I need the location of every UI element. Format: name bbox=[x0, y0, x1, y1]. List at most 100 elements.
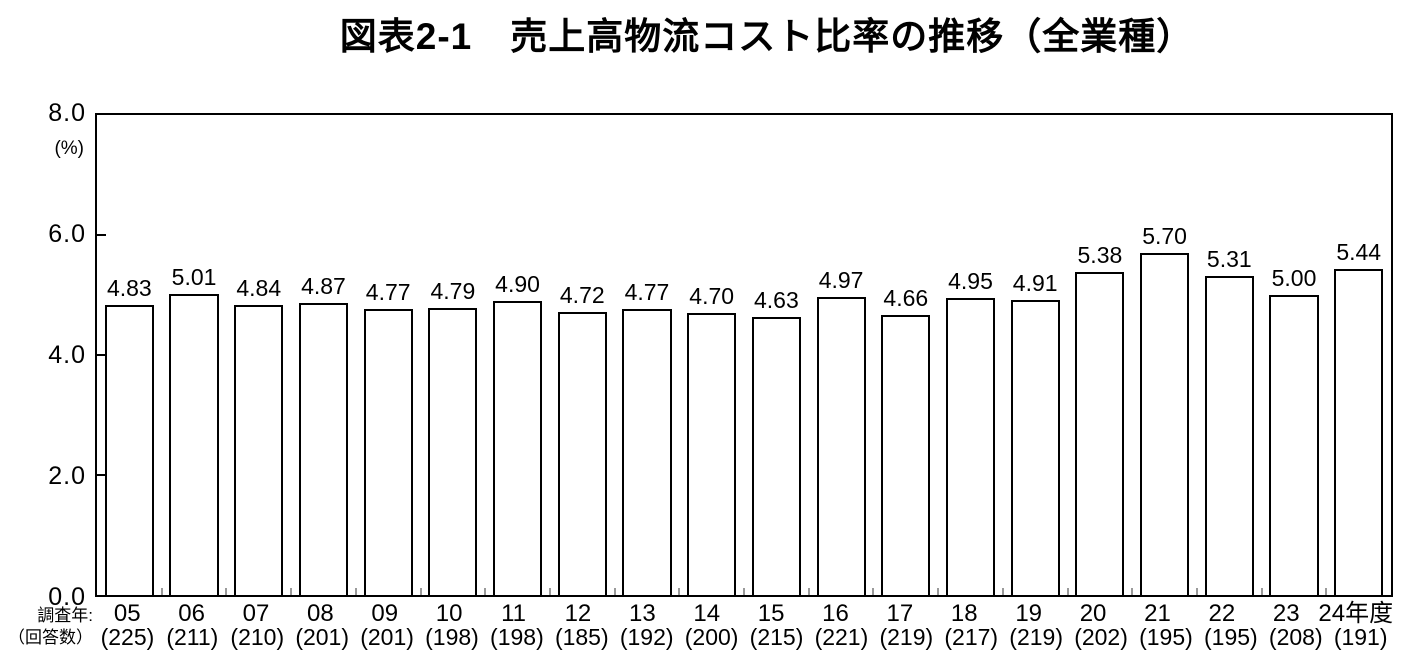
bar-value-label: 5.00 bbox=[1271, 265, 1317, 291]
bar bbox=[751, 317, 801, 595]
bar-value-label: 4.84 bbox=[236, 274, 282, 301]
bar-slot: 5.31 bbox=[1197, 115, 1263, 595]
bar-value-label: 4.63 bbox=[753, 287, 799, 314]
x-tick-year-label: 24年度 bbox=[1318, 600, 1394, 627]
x-tick-year-label: 23 bbox=[1272, 600, 1300, 627]
x-axis-count-prefix-label: （回答数） bbox=[8, 628, 93, 647]
category-boundary-tick bbox=[225, 588, 228, 595]
bar-value-label: 4.66 bbox=[883, 285, 929, 312]
bar bbox=[816, 296, 866, 595]
y-axis-unit-label: (%) bbox=[54, 138, 84, 159]
x-tick-year-label: 12 bbox=[564, 600, 592, 627]
bar-value-label: 4.79 bbox=[430, 277, 476, 304]
x-tick-response-count: (192) bbox=[619, 624, 674, 650]
bar bbox=[298, 302, 349, 595]
bar-value-label: 5.70 bbox=[1142, 223, 1187, 249]
x-tick-response-count: (221) bbox=[814, 624, 869, 650]
x-tick-year-label: 10 bbox=[435, 600, 463, 627]
category-boundary-tick bbox=[1260, 588, 1263, 595]
x-tick-year-label: 14 bbox=[693, 600, 721, 627]
bar-slot: 4.95 bbox=[938, 115, 1004, 595]
x-tick-year-label: 08 bbox=[307, 600, 334, 627]
y-axis-tick bbox=[97, 234, 106, 236]
x-tick-response-count: (195) bbox=[1139, 624, 1193, 650]
x-tick-response-count: (217) bbox=[944, 624, 999, 650]
bar-slot: 5.38 bbox=[1068, 115, 1134, 595]
bar-value-label: 4.87 bbox=[301, 272, 346, 299]
category-boundary-tick bbox=[613, 588, 616, 595]
bar bbox=[1140, 253, 1190, 595]
category-boundary-tick bbox=[160, 588, 163, 595]
y-axis-tick-label: 0.0 bbox=[48, 583, 86, 611]
x-tick-year-label: 11 bbox=[501, 600, 526, 627]
y-axis-tick-label: 8.0 bbox=[48, 99, 86, 127]
bar-slot: 5.44 bbox=[1326, 115, 1391, 595]
category-boundary-tick bbox=[354, 588, 357, 595]
x-tick-year-label: 19 bbox=[1015, 600, 1043, 627]
bar-value-label: 4.77 bbox=[365, 278, 411, 305]
x-tick-response-count: (219) bbox=[879, 624, 934, 650]
category-boundary-tick bbox=[1325, 588, 1328, 595]
x-tick-year-label: 20 bbox=[1079, 600, 1107, 627]
bar-slot: 4.70 bbox=[679, 115, 746, 595]
bar-value-label: 4.77 bbox=[624, 278, 670, 305]
category-boundary-tick bbox=[743, 588, 746, 595]
x-axis-years-row: 05 06 07 08 09 10 11 12 13 14 15 16 17 18 19 20 21 22 23 24… bbox=[95, 601, 1393, 627]
x-tick-response-count: (215) bbox=[749, 624, 804, 650]
bar bbox=[1334, 268, 1384, 595]
bar-slot: 4.77 bbox=[615, 115, 681, 595]
bar-slot: 4.66 bbox=[873, 115, 940, 595]
x-tick-year-label: 15 bbox=[757, 600, 785, 627]
bar-slot: 4.77 bbox=[356, 115, 422, 595]
bar-value-label: 4.72 bbox=[559, 281, 605, 308]
x-tick-year-label: 21 bbox=[1144, 600, 1171, 627]
category-boundary-tick bbox=[807, 588, 810, 595]
bar bbox=[1204, 276, 1254, 595]
bar-value-label: 5.44 bbox=[1336, 238, 1382, 265]
bar-value-label: 4.70 bbox=[689, 283, 735, 309]
x-tick-response-count: (210) bbox=[230, 624, 285, 650]
category-boundary-tick bbox=[548, 588, 551, 595]
x-tick-response-count: (201) bbox=[295, 624, 350, 650]
x-tick-response-count: (198) bbox=[490, 624, 544, 650]
bar bbox=[492, 301, 543, 595]
bar bbox=[363, 308, 413, 595]
x-axis-year-prefix-label: 調査年: bbox=[37, 606, 93, 625]
bar bbox=[234, 304, 284, 595]
x-tick-response-count: (185) bbox=[554, 624, 609, 650]
y-axis-tick bbox=[97, 354, 106, 356]
category-boundary-tick bbox=[937, 588, 940, 595]
bar-value-label: 4.97 bbox=[818, 266, 864, 293]
category-boundary-tick bbox=[290, 588, 293, 595]
bar-slot: 4.83 bbox=[97, 115, 163, 595]
y-axis-tick-label: 4.0 bbox=[48, 341, 86, 369]
x-tick-year-label: 05 bbox=[113, 600, 141, 627]
bar bbox=[1010, 300, 1060, 595]
bar bbox=[428, 307, 478, 595]
x-tick-response-count: (219) bbox=[1009, 624, 1063, 650]
y-axis-labels: (%) 8.0 6.0 4.0 2.0 0.0 bbox=[0, 99, 86, 611]
bar-slot: 4.79 bbox=[421, 115, 487, 595]
x-tick-response-count: (198) bbox=[425, 624, 479, 650]
x-tick-response-count: (202) bbox=[1074, 624, 1128, 650]
bar-slot: 4.90 bbox=[485, 115, 551, 595]
chart-title: 図表2-1 売上高物流コスト比率の推移（全業種） bbox=[339, 16, 1195, 57]
x-tick-response-count: (191) bbox=[1333, 624, 1388, 650]
bar-value-label: 5.31 bbox=[1206, 246, 1252, 273]
bar-slot: 4.63 bbox=[744, 115, 810, 595]
y-axis-tick-label: 6.0 bbox=[48, 220, 86, 248]
bar-value-label: 5.01 bbox=[171, 264, 217, 291]
bar bbox=[881, 315, 931, 595]
category-boundary-tick bbox=[1066, 588, 1069, 595]
category-boundary-tick bbox=[678, 588, 681, 595]
x-tick-response-count: (195) bbox=[1204, 624, 1258, 650]
x-tick-year-label: 18 bbox=[950, 600, 978, 627]
x-tick-response-count: (225) bbox=[100, 624, 155, 650]
bar bbox=[945, 298, 996, 595]
y-axis-tick bbox=[97, 474, 106, 476]
x-tick-response-count: (200) bbox=[684, 624, 739, 650]
x-tick-year-label: 16 bbox=[822, 600, 849, 627]
bar bbox=[622, 308, 672, 595]
bar-slot: 4.97 bbox=[809, 115, 875, 595]
